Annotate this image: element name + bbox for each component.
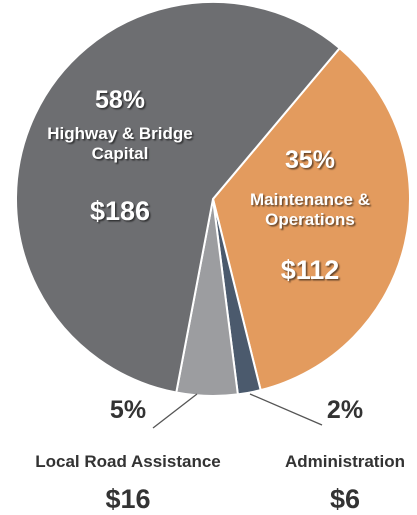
category-label: Administration — [285, 452, 405, 471]
percent-label: 35% — [284, 146, 336, 174]
value-label: $6 — [329, 484, 361, 514]
percent-label: 2% — [326, 396, 364, 424]
value-label: $112 — [280, 255, 340, 285]
percent-label: 58% — [94, 86, 146, 114]
category-label: Highway & Bridge Capital — [47, 124, 193, 163]
pie-slice — [15, 1, 342, 394]
leader-line — [152, 393, 198, 429]
category-label: Maintenance & Operations — [250, 190, 370, 229]
value-label: $16 — [105, 484, 151, 514]
category-label: Local Road Assistance — [35, 452, 221, 471]
pie-slice — [211, 46, 411, 392]
percent-label: 5% — [109, 396, 147, 424]
leader-line — [249, 393, 323, 426]
value-label: $186 — [89, 196, 151, 226]
